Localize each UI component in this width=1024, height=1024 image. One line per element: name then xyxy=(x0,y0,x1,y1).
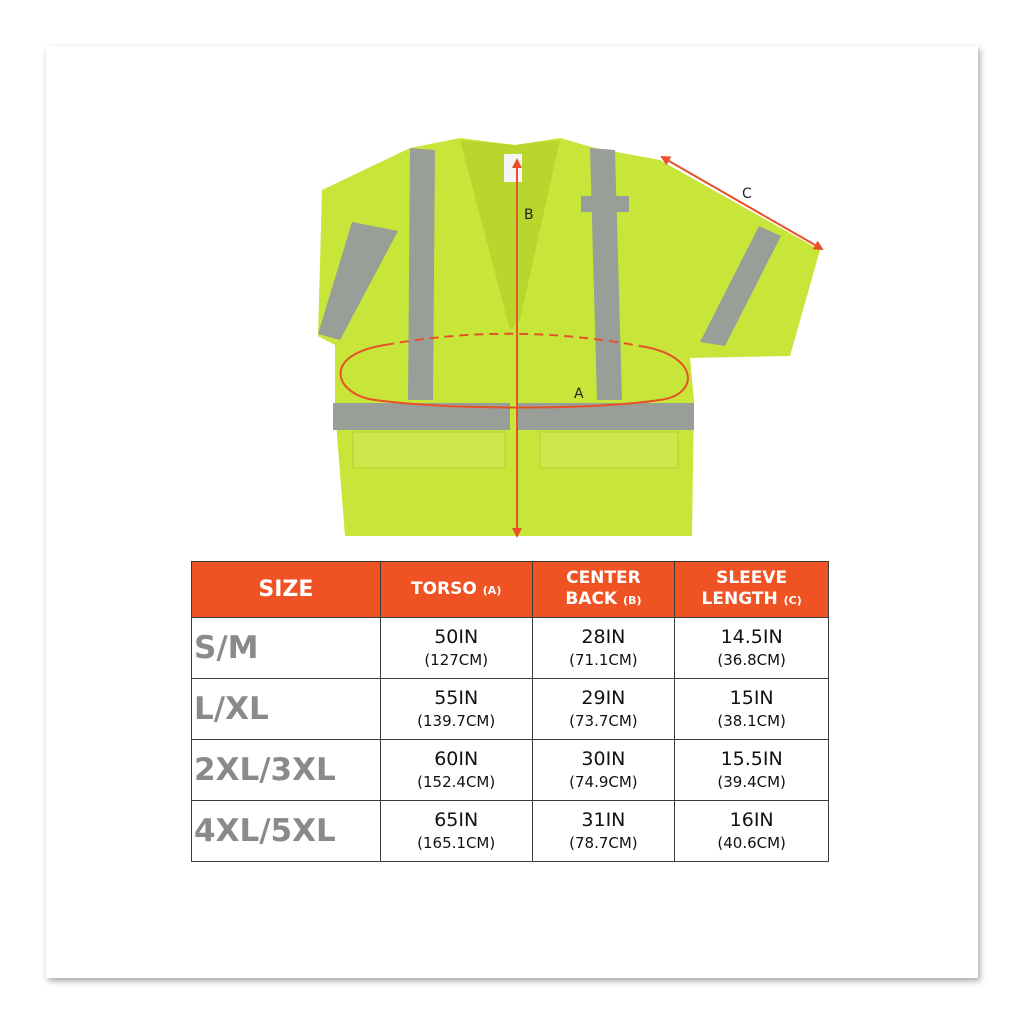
size-chart-table: SIZE TORSO (A) CENTER BACK (B) SLEEVE LENG… xyxy=(191,561,829,862)
torso-in: 50IN xyxy=(434,625,479,648)
torso-cm: (139.7CM) xyxy=(417,711,496,730)
back-cell: 30IN (74.9CM) xyxy=(531,739,676,801)
back-cell: 28IN (71.1CM) xyxy=(531,617,676,679)
header-torso: TORSO (A) xyxy=(379,561,533,618)
back-cell: 31IN (78.7CM) xyxy=(531,800,676,862)
label-c: C xyxy=(742,186,752,202)
torso-cell: 50IN (127CM) xyxy=(379,617,533,679)
sleeve-cell: 15.5IN (39.4CM) xyxy=(674,739,829,801)
sleeve-in: 15IN xyxy=(729,686,774,709)
header-label-line2: BACK xyxy=(565,589,618,609)
back-cm: (73.7CM) xyxy=(569,711,638,730)
table-row: 4XL/5XL 65IN (165.1CM) 31IN (78.7CM) 16IN (40.… xyxy=(191,800,829,862)
header-sub: (B) xyxy=(623,594,642,607)
sleeve-cm: (38.1CM) xyxy=(717,711,786,730)
reflective-stripe xyxy=(408,148,435,400)
back-in: 30IN xyxy=(581,747,626,770)
torso-in: 60IN xyxy=(434,747,479,770)
sleeve-cell: 15IN (38.1CM) xyxy=(674,678,829,740)
back-in: 29IN xyxy=(581,686,626,709)
torso-cm: (165.1CM) xyxy=(417,833,496,852)
sleeve-cm: (36.8CM) xyxy=(717,650,786,669)
header-label: CENTER xyxy=(566,568,641,588)
header-sub: (C) xyxy=(783,594,802,607)
header-label: TORSO xyxy=(411,578,477,599)
size-cell: 4XL/5XL xyxy=(191,800,381,862)
sleeve-in: 14.5IN xyxy=(720,625,783,648)
back-cell: 29IN (73.7CM) xyxy=(531,678,676,740)
header-sub: (A) xyxy=(482,583,502,597)
back-in: 28IN xyxy=(581,625,626,648)
table-row: L/XL 55IN (139.7CM) 29IN (73.7CM) 15IN (38.1CM… xyxy=(191,678,829,740)
torso-cm: (152.4CM) xyxy=(417,772,496,791)
header-label-line2: LENGTH xyxy=(701,589,778,609)
back-cm: (71.1CM) xyxy=(569,650,638,669)
sleeve-cm: (40.6CM) xyxy=(717,833,786,852)
header-size: SIZE xyxy=(191,561,381,618)
sleeve-in: 16IN xyxy=(729,808,774,831)
sleeve-in: 15.5IN xyxy=(720,747,783,770)
size-cell: L/XL xyxy=(191,678,381,740)
header-label: SLEEVE xyxy=(716,568,788,588)
label-a: A xyxy=(574,386,584,402)
header-sleeve-length: SLEEVE LENGTH (C) xyxy=(674,561,829,618)
measurement-arrows xyxy=(339,156,824,538)
vest-measurement-diagram: B C A xyxy=(318,138,824,538)
back-cm: (74.9CM) xyxy=(569,772,638,791)
back-cm: (78.7CM) xyxy=(569,833,638,852)
torso-cell: 55IN (139.7CM) xyxy=(379,678,533,740)
table-row: 2XL/3XL 60IN (152.4CM) 30IN (74.9CM) 15.5IN (3… xyxy=(191,739,829,801)
sleeve-cell: 16IN (40.6CM) xyxy=(674,800,829,862)
header-label: SIZE xyxy=(258,577,314,602)
torso-cm: (127CM) xyxy=(424,650,489,669)
label-b: B xyxy=(524,207,534,223)
size-cell: S/M xyxy=(191,617,381,679)
table-header-row: SIZE TORSO (A) CENTER BACK (B) SLEEVE LENG… xyxy=(191,561,829,618)
header-center-back: CENTER BACK (B) xyxy=(531,561,676,618)
torso-cell: 60IN (152.4CM) xyxy=(379,739,533,801)
size-cell: 2XL/3XL xyxy=(191,739,381,801)
torso-in: 65IN xyxy=(434,808,479,831)
sleeve-cell: 14.5IN (36.8CM) xyxy=(674,617,829,679)
torso-in: 55IN xyxy=(434,686,479,709)
sleeve-cm: (39.4CM) xyxy=(717,772,786,791)
table-row: S/M 50IN (127CM) 28IN (71.1CM) 14.5IN (36.8CM) xyxy=(191,617,829,679)
back-in: 31IN xyxy=(581,808,626,831)
torso-cell: 65IN (165.1CM) xyxy=(379,800,533,862)
